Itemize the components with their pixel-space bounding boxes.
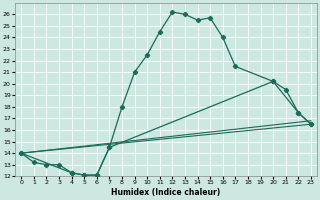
- X-axis label: Humidex (Indice chaleur): Humidex (Indice chaleur): [111, 188, 221, 197]
